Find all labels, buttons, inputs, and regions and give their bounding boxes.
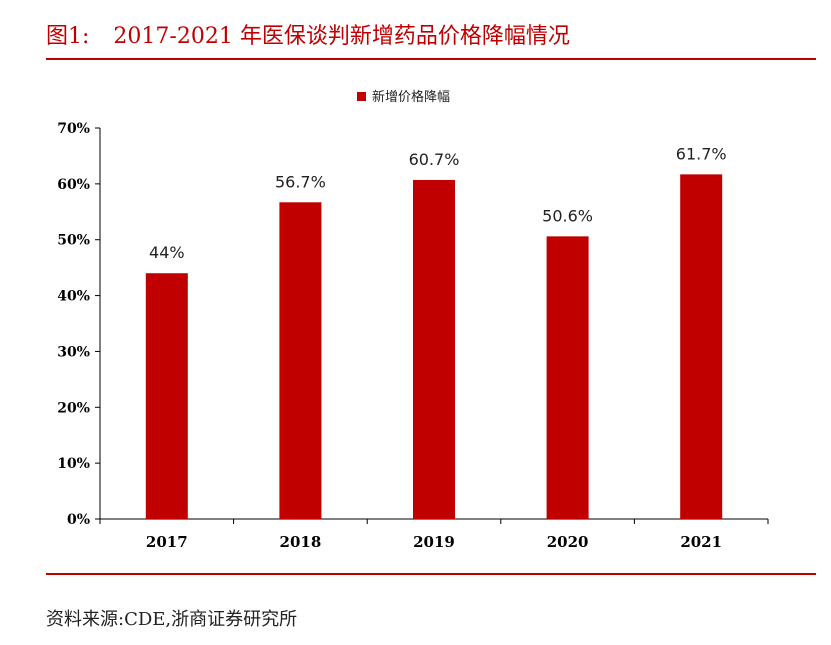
y-tick-label: 70%	[57, 121, 90, 137]
figure-title: 图1: 2017-2021 年医保谈判新增药品价格降幅情况	[46, 18, 570, 50]
bar	[145, 273, 188, 519]
bar	[546, 236, 589, 519]
bar	[680, 174, 723, 519]
x-tick-label: 2020	[547, 533, 589, 551]
title-divider	[46, 58, 816, 60]
source-note: 资料来源:CDE,浙商证券研究所	[46, 609, 298, 630]
footer-divider	[46, 573, 816, 575]
bar-value-label: 56.7%	[275, 172, 326, 191]
x-tick-label: 2017	[146, 533, 188, 551]
bar	[413, 179, 455, 519]
x-tick-label: 2018	[280, 533, 322, 551]
x-tick-label: 2019	[413, 533, 455, 551]
legend-label: 新增价格降幅	[372, 89, 450, 105]
legend-swatch	[357, 92, 366, 101]
bar-value-label: 50.6%	[542, 206, 593, 225]
figure-label: 图1:	[46, 24, 90, 49]
bar-value-label: 44%	[149, 243, 185, 262]
y-tick-label: 0%	[67, 512, 90, 528]
y-tick-label: 20%	[57, 400, 90, 416]
y-tick-label: 40%	[57, 289, 90, 305]
y-tick-label: 10%	[57, 456, 90, 472]
bar-value-label: 60.7%	[409, 150, 460, 169]
bar-value-label: 61.7%	[676, 144, 727, 163]
y-tick-label: 30%	[57, 344, 90, 360]
figure-title-text: 2017-2021 年医保谈判新增药品价格降幅情况	[113, 24, 570, 49]
y-tick-label: 50%	[57, 233, 90, 249]
bar	[279, 202, 322, 520]
y-tick-label: 60%	[57, 177, 90, 193]
x-tick-label: 2021	[680, 533, 722, 551]
